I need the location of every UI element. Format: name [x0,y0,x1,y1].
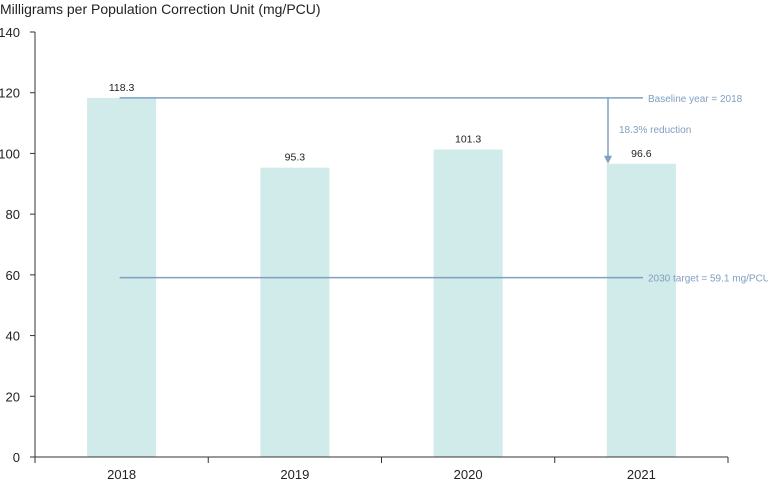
y-tick-label: 60 [6,268,20,283]
x-tick-label: 2020 [454,467,483,482]
bar-value-label: 95.3 [285,152,306,164]
target-label: 2030 target = 59.1 mg/PCU [648,274,768,285]
reduction-label: 18.3% reduction [619,125,691,136]
bar-2021 [606,163,676,457]
y-axis-title: Milligrams per Population Correction Uni… [0,1,321,17]
bar-value-label: 96.6 [631,148,652,160]
y-tick-label: 20 [6,389,20,404]
bar-2019 [260,167,330,458]
x-tick-label: 2021 [627,467,656,482]
y-tick-label: 40 [6,329,20,344]
bar-value-label: 101.3 [455,133,481,145]
baseline-label: Baseline year = 2018 [648,94,743,105]
bar-value-label: 118.3 [109,82,135,94]
y-tick-label: 120 [0,86,20,101]
y-tick-label: 140 [0,25,20,40]
reduction-arrow-head [604,155,612,164]
y-tick-label: 100 [0,146,20,161]
x-tick-label: 2019 [280,467,309,482]
y-tick-label: 80 [6,207,20,222]
bar-2020 [433,149,503,457]
x-tick-label: 2018 [107,467,136,482]
y-tick-label: 0 [13,450,20,465]
